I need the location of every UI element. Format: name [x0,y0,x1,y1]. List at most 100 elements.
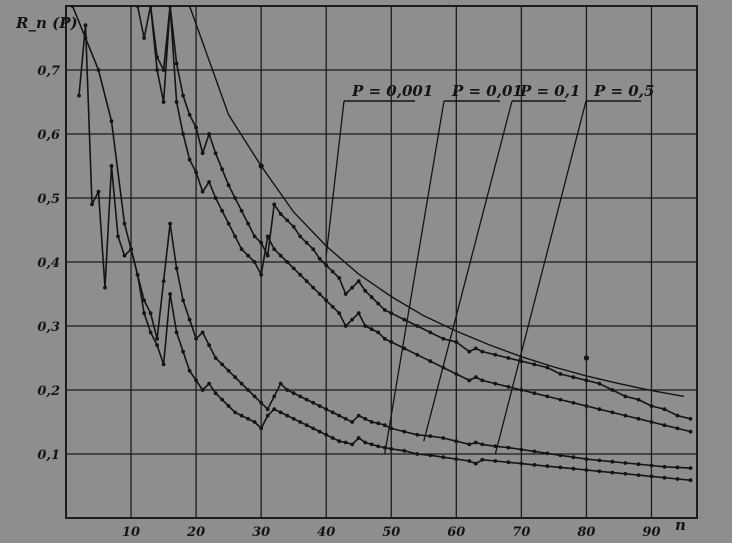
data-point [330,304,335,309]
data-point [649,463,654,468]
data-point [200,189,205,194]
data-point [382,336,387,341]
data-point [187,112,192,117]
data-point [265,407,270,412]
data-point [363,288,368,293]
data-point [259,272,264,277]
data-point [226,183,231,188]
data-point [363,440,368,445]
data-point [636,397,641,402]
data-point [161,68,166,72]
annotation-leader [423,100,513,442]
data-point [662,423,667,428]
data-point [584,468,589,472]
data-point [584,457,589,461]
data-point [402,448,407,453]
data-point [174,266,179,271]
data-point [194,125,199,130]
data-point [675,465,680,470]
data-point [369,295,374,300]
data-point [142,298,147,303]
data-point [493,444,498,449]
data-point [454,439,459,444]
data-point [142,36,147,40]
data-point [343,324,348,328]
data-point [610,410,615,415]
data-point [363,416,368,421]
data-point [506,384,511,389]
data-point [356,413,361,418]
data-point [161,279,166,284]
data-point [246,388,251,392]
data-point [376,421,381,426]
series-line [71,6,691,481]
data-point [519,447,524,452]
data-point [623,394,628,399]
data-point [480,457,485,462]
data-point [272,394,277,399]
data-point [259,400,264,405]
data-point [473,346,478,351]
data-point [324,298,329,303]
series-line [136,6,691,433]
data-point [441,455,446,460]
data-point [246,416,251,421]
data-point [174,100,179,104]
y-tick-label: 0,2 [37,384,60,399]
data-point [129,247,134,252]
data-point [96,68,101,72]
data-point [376,330,381,335]
data-point [155,343,160,348]
data-point [226,404,231,408]
data-point [467,349,472,354]
data-point [304,279,309,284]
data-point [519,359,524,364]
data-point [545,394,550,399]
data-point [428,434,433,438]
data-point [415,452,420,456]
data-point [213,151,218,156]
data-point [220,208,225,213]
data-point [597,407,602,412]
data-point [265,253,270,258]
data-point [545,464,550,469]
x-tick-label: 30 [252,525,270,540]
data-point [610,470,615,475]
data-point [636,462,641,467]
data-point [103,285,107,290]
data-point [623,471,628,476]
data-point [161,100,166,104]
data-point [649,420,654,424]
x-tick-label: 40 [317,525,335,540]
data-point [252,420,257,424]
data-point [428,359,433,364]
data-point [265,234,270,239]
annotation-label: P = 0,001 [351,82,433,100]
data-point [571,400,576,405]
data-point [161,362,166,367]
curves [70,6,693,483]
data-point [272,407,277,412]
data-point [402,429,407,434]
data-point [324,432,329,437]
data-point [428,330,433,335]
data-point [291,416,296,421]
data-point [356,311,361,316]
data-point [369,442,374,447]
data-point [285,388,290,392]
data-point [187,157,192,162]
data-point [493,381,498,386]
data-point [174,61,179,66]
y-tick-label: 0,4 [37,256,60,271]
data-point [207,132,212,136]
data-point [83,36,88,40]
data-point [135,272,140,277]
data-point [337,311,342,316]
annotations: P = 0,001 P = 0,01P = 0,1 P = 0,5 [325,82,654,455]
data-point [259,240,264,245]
data-point [428,453,433,458]
envelope-point [583,355,590,361]
data-point [532,362,537,367]
